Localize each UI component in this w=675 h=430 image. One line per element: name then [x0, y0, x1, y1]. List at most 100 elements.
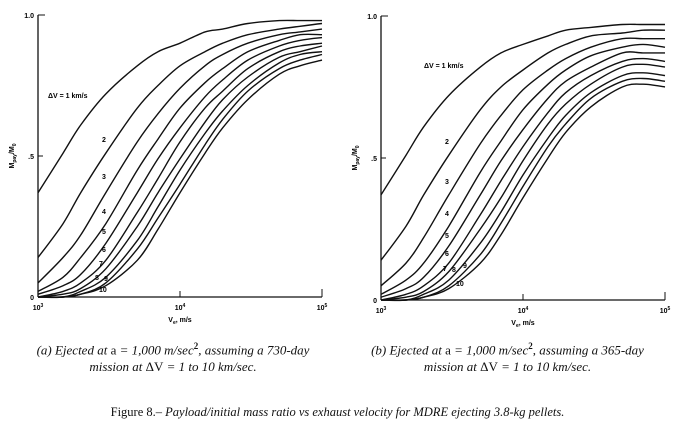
caption-b: (b) Ejected at a = 1,000 m/sec2, assumin…: [340, 338, 675, 375]
series-label-dv-9: 9: [463, 263, 467, 270]
series-label-dv-4: 4: [445, 211, 449, 218]
series-line-dv-4: [380, 43, 666, 295]
caption-a-dv: ΔV: [145, 359, 164, 375]
series-line-dv-9: [380, 77, 666, 301]
series-line-dv-2: [380, 29, 666, 261]
x-tick-base: 10: [317, 305, 325, 312]
series-line-dv-3: [380, 37, 665, 287]
series-label-dv-2: 2: [445, 139, 449, 146]
series-line-dv-5: [380, 51, 665, 298]
y-axis-label-m0: /M: [352, 148, 359, 156]
x-axis-label-main: V: [168, 317, 173, 324]
x-tick-base: 10: [518, 308, 526, 315]
y-tick-label: 0: [373, 298, 377, 305]
series-line-dv-4: [37, 33, 323, 293]
series-line-dv-6: [37, 42, 323, 298]
series-label-dv-4: 4: [102, 209, 106, 216]
x-tick-exp: 4: [183, 303, 186, 309]
caption-a: (a) Ejected at a = 1,000 m/sec2, assumin…: [8, 338, 338, 375]
series-line-dv-1: [37, 19, 322, 194]
caption-b-post: , assuming a 365-day: [532, 342, 644, 358]
series-label-dv-7: 7: [99, 261, 103, 268]
series-label-dv-10: 10: [99, 287, 107, 294]
series-line-dv-6: [380, 57, 666, 301]
series-label-dv-5: 5: [102, 229, 106, 236]
series-label-dv-7: 7: [443, 266, 447, 273]
x-axis-label-sub: e: [173, 320, 176, 326]
x-axis-label: Ve, m/s: [511, 320, 535, 329]
series-line-dv-2: [37, 22, 323, 258]
x-tick-exp: 3: [384, 306, 387, 312]
x-tick-label: 105: [660, 306, 671, 315]
caption-b-dv: ΔV: [480, 359, 498, 375]
x-tick-label: 103: [33, 303, 44, 312]
x-tick-exp: 5: [325, 303, 328, 309]
x-tick-exp: 3: [41, 303, 44, 309]
x-axis-label: Ve, m/s: [168, 317, 192, 326]
caption-b-mid: = 1,000 m/sec: [450, 342, 529, 358]
y-axis-label: Mpay/M0: [9, 143, 18, 168]
x-axis-label-unit: , m/s: [519, 320, 535, 327]
figure-title: Payload/initial mass ratio vs exhaust ve…: [162, 405, 565, 419]
y-tick-label: 1.0: [367, 14, 377, 21]
series-label-dv-1: ΔV = 1 km/s: [424, 63, 464, 70]
caption-b-a: a: [445, 342, 451, 358]
series-label-dv-8: 8: [452, 267, 456, 274]
caption-b-line2-pre: mission at: [423, 359, 481, 375]
x-axis-label-main: V: [511, 320, 516, 327]
x-tick-label: 105: [317, 303, 328, 312]
series-label-dv-3: 3: [445, 179, 449, 186]
series-label-dv-3: 3: [102, 174, 106, 181]
series-line-dv-10: [37, 59, 323, 298]
x-tick-exp: 4: [526, 306, 529, 312]
y-axis-label-m: M: [352, 165, 359, 171]
x-tick-base: 10: [33, 305, 41, 312]
x-tick-label: 104: [175, 303, 186, 312]
x-axis-label-unit: , m/s: [176, 317, 192, 324]
x-tick-base: 10: [660, 308, 668, 315]
x-axis-label-sub: e: [516, 323, 519, 329]
series-label-dv-9: 9: [104, 276, 108, 283]
panel-a: [37, 14, 323, 299]
series-line-dv-5: [37, 36, 323, 295]
series-label-dv-1: ΔV = 1 km/s: [48, 93, 88, 100]
figure-caption: Figure 8.– Payload/initial mass ratio vs…: [0, 405, 675, 420]
y-tick-label: 0: [30, 295, 34, 302]
series-line-dv-1: [380, 23, 665, 196]
x-tick-base: 10: [175, 305, 183, 312]
caption-a-post: , assuming a 730-day: [198, 342, 310, 358]
y-axis-label-m0: /M: [9, 146, 16, 154]
series-line-dv-3: [37, 28, 323, 284]
x-tick-exp: 5: [668, 306, 671, 312]
y-tick-label: .5: [371, 156, 377, 163]
series-label-dv-10: 10: [456, 281, 464, 288]
series-line-dv-7: [380, 63, 666, 301]
caption-a-mid: = 1,000 m/sec: [116, 342, 194, 358]
y-axis-label-sub: pay: [12, 154, 18, 163]
y-axis-label-sub: pay: [355, 156, 361, 165]
series-label-dv-6: 6: [102, 247, 106, 254]
series-line-dv-8: [37, 51, 323, 299]
series-label-dv-8: 8: [95, 275, 99, 282]
caption-b-pre: (b) Ejected at: [371, 342, 446, 358]
y-tick-label: 1.0: [24, 13, 34, 20]
series-line-dv-8: [380, 72, 666, 302]
series-label-dv-6: 6: [445, 251, 449, 258]
series-line-dv-10: [380, 83, 666, 301]
caption-a-line2-post: = 1 to 10 km/sec.: [163, 359, 257, 375]
figure-number: Figure 8.–: [110, 405, 163, 419]
caption-a-a: a: [110, 342, 117, 358]
caption-b-sup: 2: [528, 341, 533, 351]
series-label-dv-5: 5: [445, 233, 449, 240]
y-axis-label-sub0: 0: [355, 145, 361, 148]
series-label-dv-2: 2: [102, 137, 106, 144]
x-tick-base: 10: [376, 308, 384, 315]
x-tick-label: 103: [376, 306, 387, 315]
caption-a-sup: 2: [193, 341, 199, 351]
series-line-dv-7: [37, 45, 323, 298]
series-line-dv-9: [37, 53, 323, 298]
y-axis-label-sub0: 0: [12, 143, 18, 146]
y-axis-label: Mpay/M0: [352, 145, 361, 170]
caption-a-line2-pre: mission at: [89, 359, 146, 375]
